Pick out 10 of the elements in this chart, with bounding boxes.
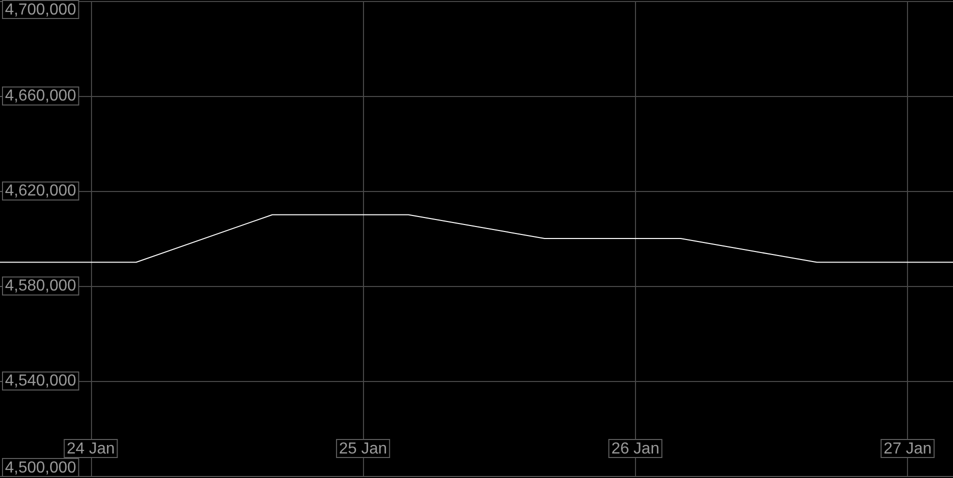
x-tick-label: 25 Jan [339, 440, 388, 458]
y-tick-label: 4,540,000 [5, 372, 76, 390]
y-tick-label: 4,580,000 [5, 278, 76, 294]
y-tick-label: 4,660,000 [5, 88, 76, 104]
y-tick-label: 4,500,000 [5, 460, 76, 476]
x-tick-label: 26 Jan [611, 440, 660, 458]
x-tick-label: 24 Jan [66, 440, 115, 458]
y-tick-label: 4,620,000 [5, 182, 76, 200]
y-tick-label: 4,700,000 [5, 2, 76, 18]
x-tick-label: 27 Jan [884, 440, 932, 458]
